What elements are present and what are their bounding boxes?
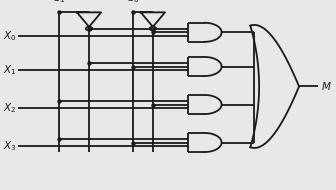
Text: $X_0$: $X_0$: [3, 29, 17, 43]
Text: $C_0$: $C_0$: [126, 0, 139, 5]
Text: $X_2$: $X_2$: [3, 101, 17, 115]
Text: $X_1$: $X_1$: [3, 63, 17, 77]
Text: $M$: $M$: [321, 80, 332, 93]
Text: $C_1$: $C_1$: [52, 0, 66, 5]
Text: $X_3$: $X_3$: [3, 139, 17, 153]
